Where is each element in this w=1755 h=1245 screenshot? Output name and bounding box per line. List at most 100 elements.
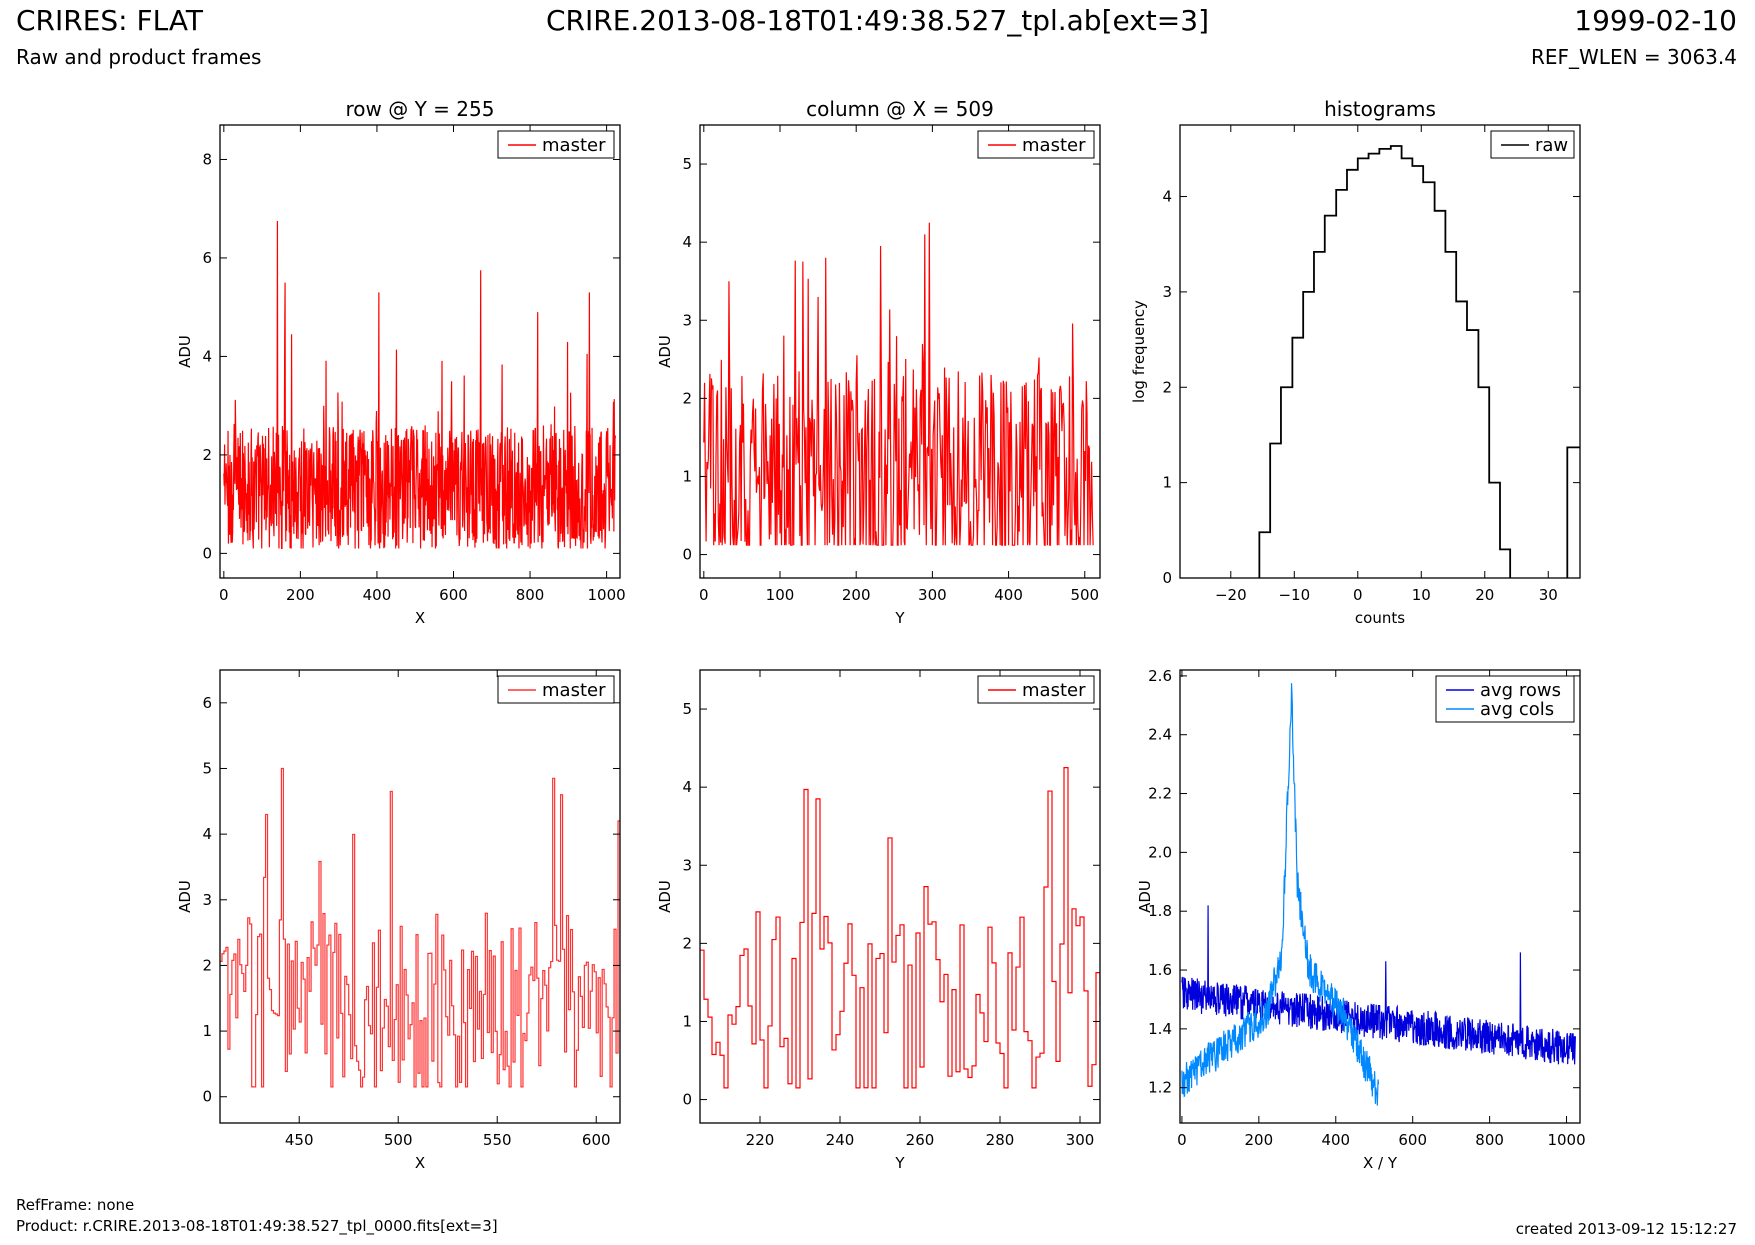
x-tick-label: 0	[1353, 586, 1363, 604]
y-tick-label: 3	[682, 856, 692, 874]
y-axis-label: ADU	[176, 335, 194, 368]
legend-box	[1435, 675, 1575, 723]
chart-hist: −20 −10 0 10 20 30 0 1 2 3 4 histograms counts log fr…	[1130, 97, 1581, 627]
product-label: Product: r.CRIRE.2013-08-18T01:49:38.527…	[16, 1217, 498, 1235]
legend: master	[497, 675, 615, 704]
y-tick-label: 2	[682, 389, 692, 407]
y-tick-label: 1	[202, 1022, 212, 1040]
x-tick-label: 500	[1070, 586, 1099, 604]
y-tick-label: 1.6	[1148, 961, 1172, 979]
y-tick-label: 0	[1162, 569, 1172, 587]
x-tick-label: 0	[699, 586, 709, 604]
plot-frame	[219, 124, 621, 579]
legend: raw	[1490, 130, 1575, 159]
x-axis-label: Y	[894, 1154, 905, 1172]
legend-label: master	[542, 135, 606, 156]
x-tick-label: 600	[1398, 1131, 1427, 1149]
y-tick-label: 2.2	[1148, 785, 1172, 803]
x-axis-label: X / Y	[1363, 1154, 1398, 1172]
y-tick-label: 5	[202, 759, 212, 777]
y-tick-label: 5	[682, 700, 692, 718]
x-tick-label: 0	[219, 586, 229, 604]
x-tick-label: 400	[994, 586, 1023, 604]
y-tick-label: 4	[202, 825, 212, 843]
y-tick-label: 1.8	[1148, 902, 1172, 920]
legend-label: avg rows	[1480, 680, 1561, 701]
x-tick-label: 1000	[1547, 1131, 1585, 1149]
legend-label: master	[1022, 680, 1086, 701]
plot-frame	[219, 669, 621, 1124]
chart-title: row @ Y = 255	[346, 97, 495, 121]
y-tick-label: 6	[202, 249, 212, 267]
y-tick-label: 1	[682, 467, 692, 485]
page-subtitle: Raw and product frames	[16, 45, 262, 69]
y-tick-label: 1.4	[1148, 1020, 1172, 1038]
x-axis-label: counts	[1355, 609, 1405, 627]
series-master	[700, 767, 1100, 1089]
chart-rowzoom: 450 500 550 600 0 1 2 3 4 5 6 X ADU master	[176, 669, 621, 1172]
plot-frame	[699, 669, 1101, 1124]
y-tick-label: 1	[682, 1012, 692, 1030]
chart-title: column @ X = 509	[806, 97, 994, 121]
y-tick-label: 8	[202, 150, 212, 168]
y-tick-label: 3	[682, 311, 692, 329]
series-master	[703, 222, 1094, 546]
y-tick-label: 2	[202, 446, 212, 464]
legend: master	[977, 130, 1095, 159]
chart-col: 0 100 200 300 400 500 0 1 2 3 4 5 column @ X = 509 Y A…	[656, 97, 1101, 627]
series-avg-cols	[1181, 683, 1380, 1106]
page-title: CRIRES: FLAT	[16, 4, 203, 37]
x-tick-label: 200	[1245, 1131, 1274, 1149]
x-tick-label: 500	[384, 1131, 413, 1149]
legend-label: raw	[1535, 135, 1568, 156]
chart-colzoom: 220 240 260 280 300 0 1 2 3 4 5 Y ADU master	[656, 669, 1101, 1172]
x-tick-label: 800	[1475, 1131, 1504, 1149]
obs-date: 1999-02-10	[1574, 4, 1737, 37]
y-axis-label: ADU	[656, 335, 674, 368]
x-tick-label: 400	[363, 586, 392, 604]
x-tick-label: 220	[746, 1131, 775, 1149]
y-tick-label: 1	[1162, 474, 1172, 492]
y-tick-label: 2	[1162, 378, 1172, 396]
y-tick-label: 5	[682, 155, 692, 173]
y-tick-label: 0	[682, 546, 692, 564]
x-tick-label: −20	[1215, 586, 1247, 604]
x-tick-label: −10	[1278, 586, 1310, 604]
series-avg-rows	[1181, 905, 1576, 1065]
x-axis-label: X	[415, 609, 425, 627]
y-tick-label: 2	[202, 956, 212, 974]
chart-avg: 0 200 400 600 800 1000 1.2 1.4 1.6 1.8 2.0 2.2 2.4 2.…	[1136, 667, 1586, 1172]
x-tick-label: 20	[1475, 586, 1494, 604]
y-tick-label: 2.0	[1148, 843, 1172, 861]
x-tick-label: 240	[826, 1131, 855, 1149]
legend-label: master	[542, 680, 606, 701]
plot-frame	[1179, 669, 1581, 1124]
y-tick-label: 3	[1162, 283, 1172, 301]
file-name: CRIRE.2013-08-18T01:49:38.527_tpl.ab[ext…	[545, 4, 1209, 37]
y-tick-label: 6	[202, 694, 212, 712]
x-tick-label: 10	[1412, 586, 1431, 604]
series-raw	[1258, 145, 1580, 578]
y-tick-label: 3	[202, 891, 212, 909]
x-tick-label: 600	[582, 1131, 611, 1149]
y-tick-label: 2	[682, 934, 692, 952]
x-tick-label: 1000	[588, 586, 626, 604]
plot-frame	[1179, 124, 1581, 579]
y-tick-label: 0	[682, 1091, 692, 1109]
x-tick-label: 300	[1066, 1131, 1095, 1149]
x-tick-label: 0	[1177, 1131, 1187, 1149]
x-tick-label: 300	[918, 586, 947, 604]
y-tick-label: 1.2	[1148, 1079, 1172, 1097]
y-tick-label: 4	[682, 778, 692, 796]
x-tick-label: 100	[766, 586, 795, 604]
created-label: created 2013-09-12 15:12:27	[1515, 1220, 1737, 1238]
legend: master	[977, 675, 1095, 704]
x-tick-label: 260	[906, 1131, 935, 1149]
y-tick-label: 4	[1162, 188, 1172, 206]
legend: master	[497, 130, 615, 159]
legend-label: master	[1022, 135, 1086, 156]
y-axis-label: ADU	[656, 880, 674, 913]
series-master	[223, 221, 617, 550]
ref-frame-label: RefFrame: none	[16, 1196, 135, 1214]
